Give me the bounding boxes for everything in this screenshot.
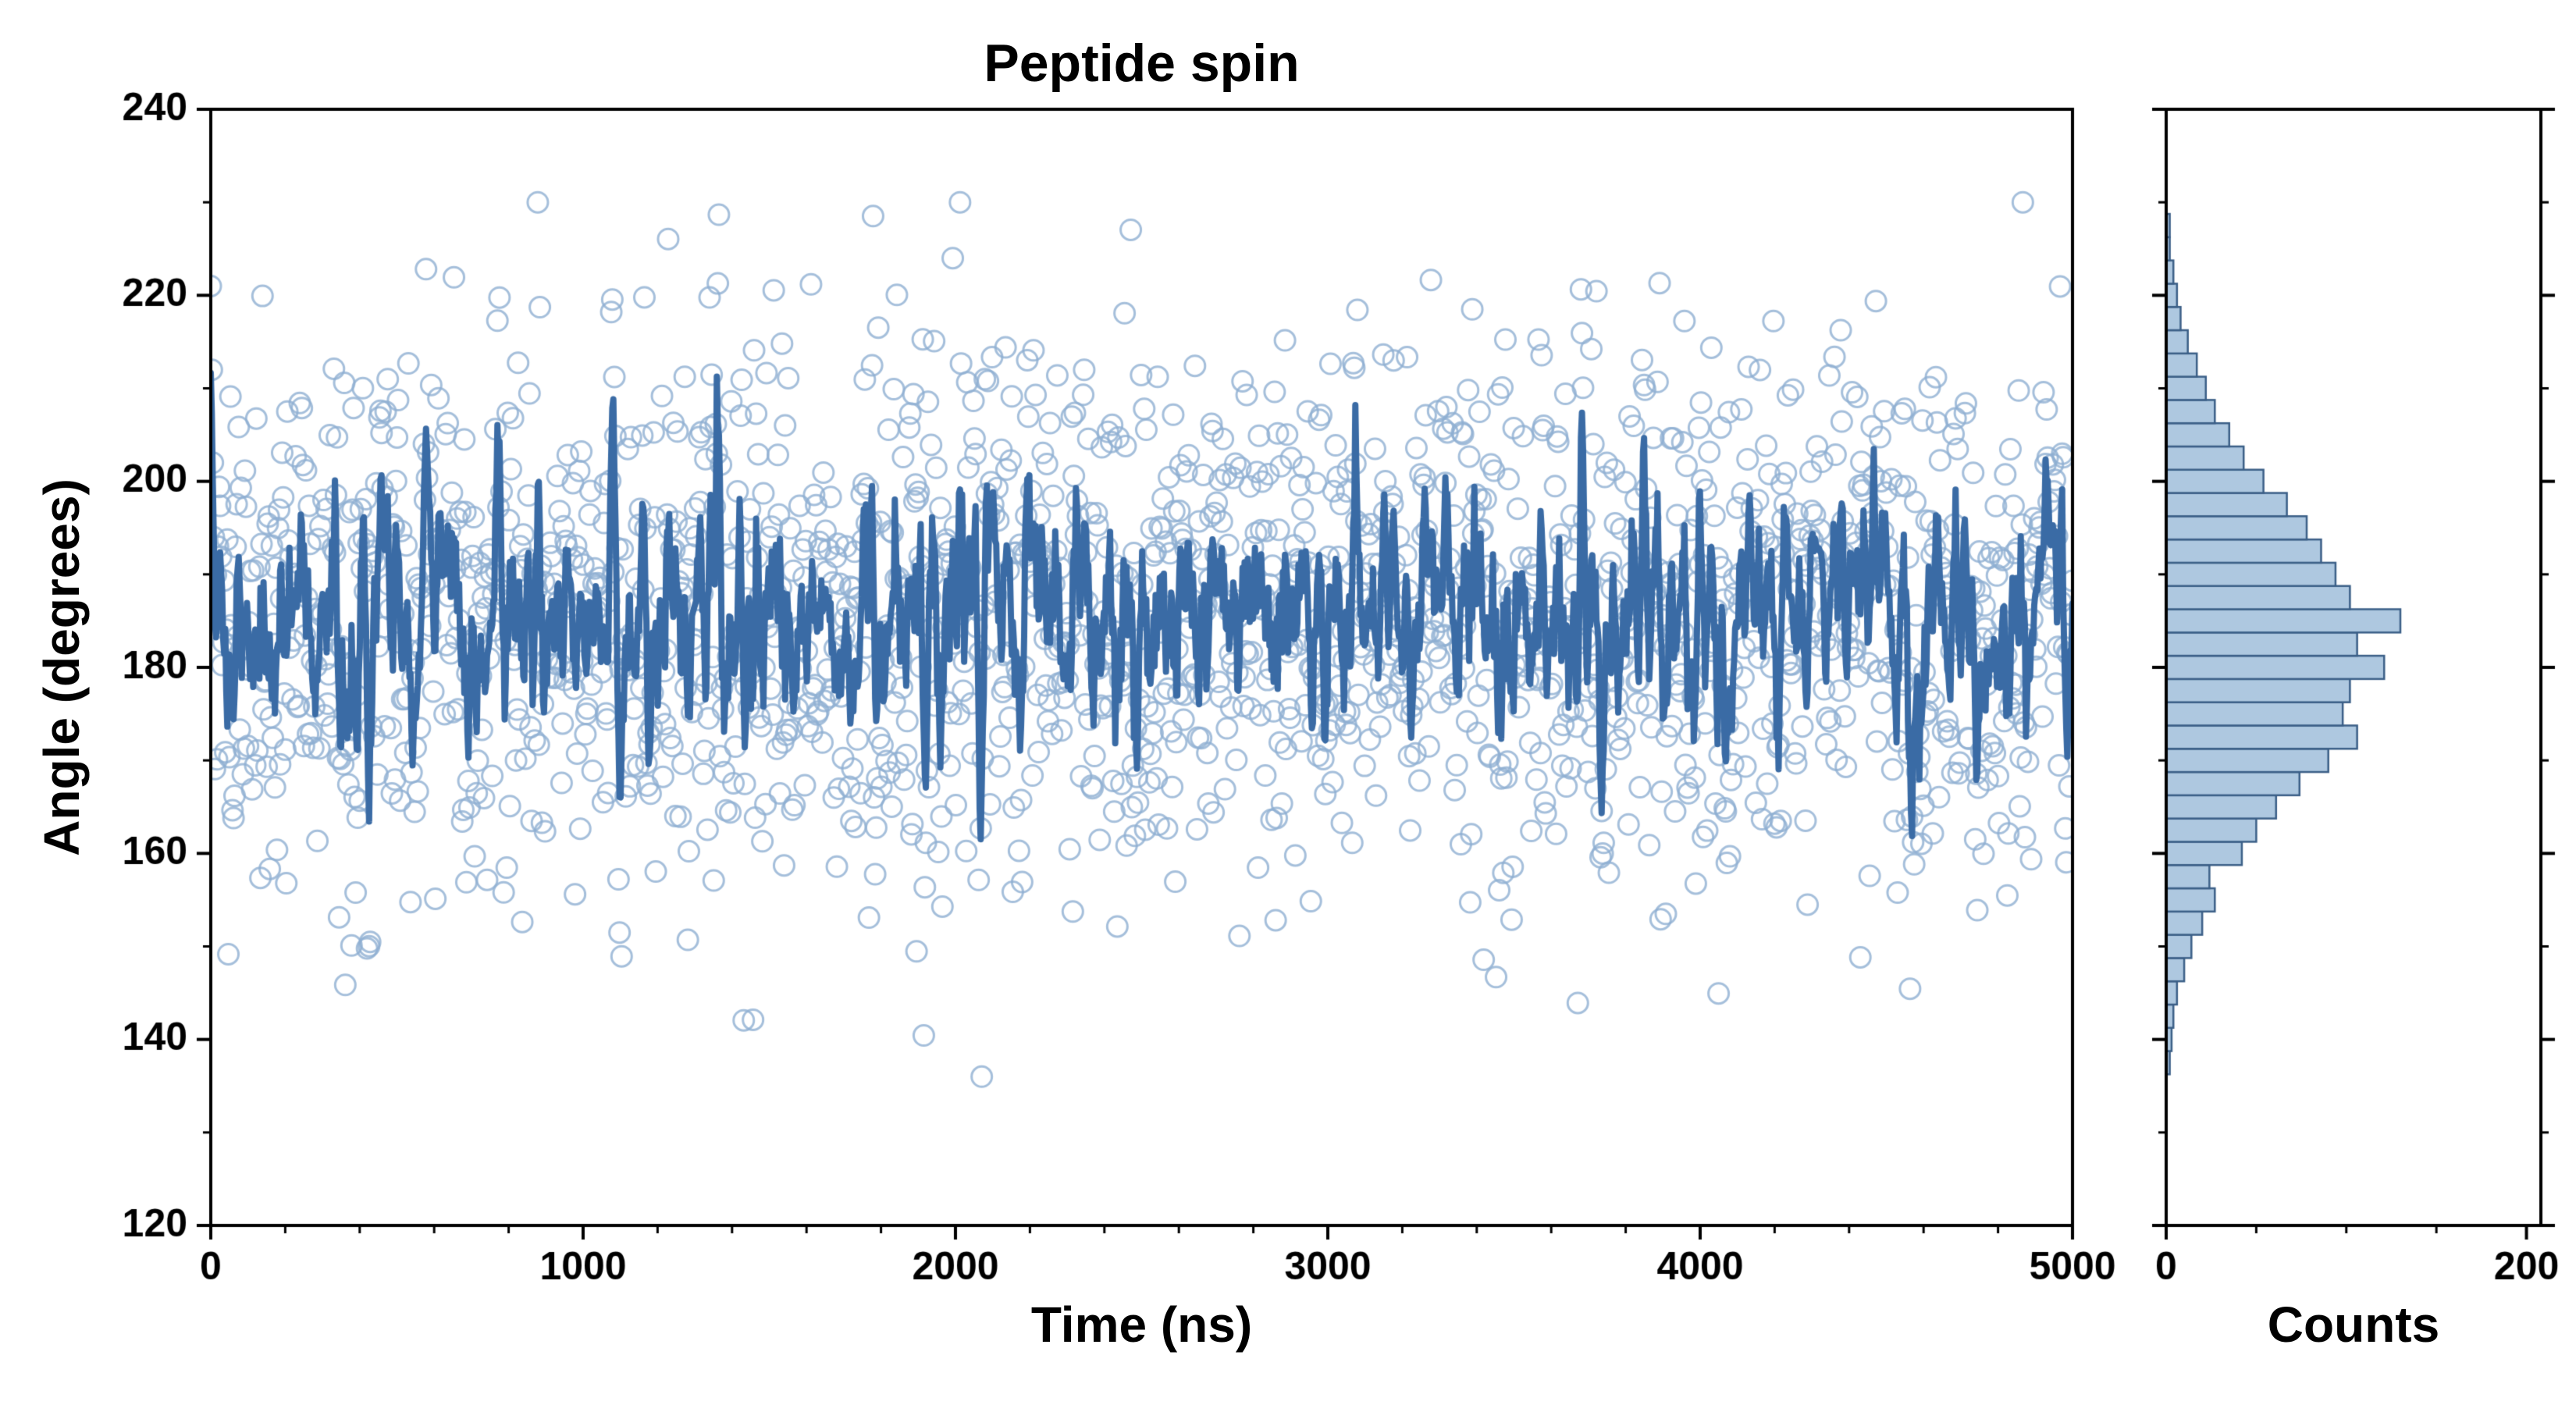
- x-axis-label: Time (ns): [1030, 1297, 1253, 1353]
- chart-title: Peptide spin: [984, 34, 1300, 93]
- y-axis-label: Angle (degrees): [34, 478, 90, 856]
- histogram-x-axis-label: Counts: [2267, 1297, 2440, 1353]
